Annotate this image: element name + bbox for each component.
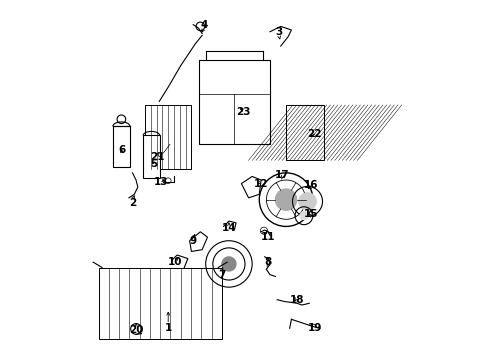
- Bar: [198, 60, 270, 144]
- Circle shape: [300, 211, 308, 220]
- Text: 19: 19: [307, 323, 322, 333]
- Bar: [98, 267, 222, 339]
- Text: 13: 13: [154, 177, 168, 187]
- Circle shape: [298, 193, 317, 210]
- Text: 10: 10: [168, 257, 183, 267]
- Text: 11: 11: [261, 232, 275, 242]
- Text: 4: 4: [200, 19, 208, 30]
- Bar: [286, 105, 323, 160]
- Text: 21: 21: [150, 152, 165, 162]
- Text: 23: 23: [236, 107, 250, 117]
- Circle shape: [275, 189, 297, 210]
- Text: 6: 6: [118, 145, 125, 155]
- Text: 3: 3: [275, 27, 283, 37]
- Text: 2: 2: [129, 198, 136, 208]
- Text: 14: 14: [221, 223, 236, 233]
- Text: 9: 9: [190, 236, 197, 246]
- Text: 18: 18: [290, 295, 304, 305]
- Bar: [113, 126, 130, 167]
- Bar: [143, 135, 160, 178]
- Text: 12: 12: [254, 179, 269, 189]
- Circle shape: [222, 257, 236, 271]
- Text: 22: 22: [307, 129, 322, 139]
- Text: 5: 5: [150, 159, 157, 169]
- Text: 8: 8: [265, 257, 272, 267]
- Text: 16: 16: [304, 180, 318, 190]
- Bar: [145, 105, 192, 169]
- Text: 20: 20: [129, 325, 143, 335]
- Text: 1: 1: [165, 323, 172, 333]
- Text: 7: 7: [218, 270, 225, 280]
- Text: 17: 17: [275, 170, 290, 180]
- Text: 15: 15: [304, 209, 318, 219]
